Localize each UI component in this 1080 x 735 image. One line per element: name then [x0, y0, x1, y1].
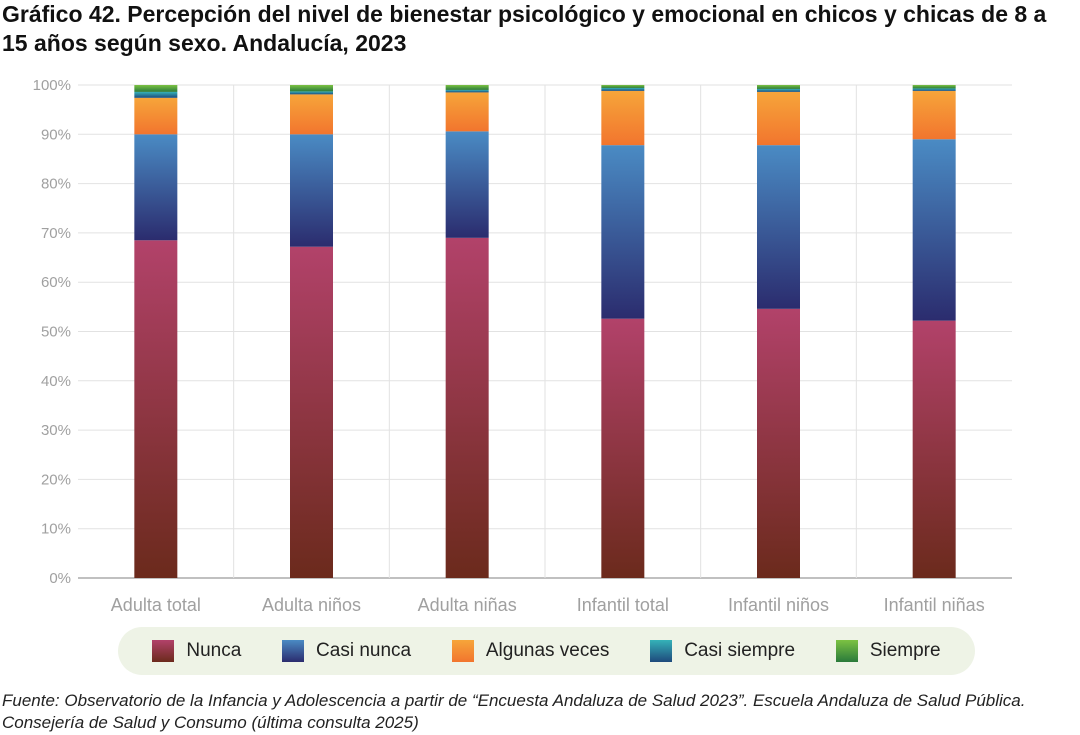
y-tick-label: 50%	[41, 324, 71, 341]
bar-segment-nunca	[601, 318, 645, 578]
bar-segment-nunca	[445, 237, 489, 578]
x-category-label: Adulta niñas	[418, 595, 517, 615]
bar-segment-casi-nunca	[445, 131, 489, 238]
legend-label: Siempre	[869, 640, 941, 661]
y-tick-label: 100%	[33, 77, 71, 94]
stacked-bar-chart: 0% 10% 20% 30% 40% 50% 60% 70% 80% 90% 100% Adulta…	[33, 77, 1012, 615]
y-tick-label: 30%	[41, 422, 71, 439]
y-tick-label: 60%	[41, 274, 71, 291]
bar-segment-siempre	[601, 85, 645, 88]
source-note: Fuente: Observatorio de la Infancia y Ad…	[2, 691, 1026, 732]
legend-label: Nunca	[186, 640, 242, 661]
x-category-label: Adulta total	[111, 595, 201, 615]
bar-segment-algunas-veces	[912, 90, 956, 140]
x-category-label: Infantil niñas	[884, 595, 985, 615]
x-category-label: Adulta niños	[262, 595, 361, 615]
legend-item: Algunas veces	[451, 640, 610, 662]
bar-segment-nunca	[912, 320, 956, 578]
x-category-label: Infantil niños	[728, 595, 829, 615]
bar-segment-algunas-veces	[757, 91, 800, 146]
y-tick-label: 80%	[41, 176, 71, 193]
legend-swatch	[650, 640, 673, 662]
bar-segment-casi-nunca	[134, 134, 178, 241]
y-tick-label: 0%	[49, 570, 71, 587]
bar-segment-siempre	[134, 85, 178, 92]
bar-segment-algunas-veces	[601, 90, 645, 146]
legend-item: Nunca	[152, 640, 241, 662]
bar-segment-casi-siempre	[134, 91, 178, 98]
chart-title: Gráfico 42. Percepción del nivel de bien…	[2, 1, 1047, 56]
bar-segment-casi-nunca	[757, 145, 800, 309]
bar-segment-casi-siempre	[290, 91, 333, 95]
bar-segment-algunas-veces	[134, 97, 178, 135]
y-tick-label: 10%	[41, 521, 71, 538]
bar-segment-casi-nunca	[290, 134, 333, 247]
bar-segment-algunas-veces	[445, 92, 489, 132]
x-category-label: Infantil total	[577, 595, 669, 615]
bar-segment-casi-nunca	[912, 139, 956, 321]
y-tick-label: 90%	[41, 126, 71, 143]
legend-swatch	[835, 640, 858, 662]
legend-item: Casi nunca	[282, 640, 411, 662]
bar-segment-casi-siempre	[912, 88, 956, 91]
bar-segment-casi-siempre	[757, 88, 800, 92]
bar-segment-casi-siempre	[445, 89, 489, 93]
y-tick-label: 40%	[41, 373, 71, 390]
bar-segment-nunca	[290, 246, 333, 579]
bar-segment-nunca	[757, 308, 800, 578]
legend-swatch	[282, 640, 305, 662]
y-tick-label: 20%	[41, 471, 71, 488]
bar-segment-siempre	[290, 85, 333, 92]
bar-segment-siempre	[912, 85, 956, 89]
legend-label: Casi nunca	[316, 640, 412, 661]
bars	[134, 85, 956, 579]
y-axis-ticks: 0% 10% 20% 30% 40% 50% 60% 70% 80% 90% 100%	[33, 77, 71, 587]
bar-segment-siempre	[445, 85, 489, 90]
legend-swatch	[451, 640, 474, 662]
bar-segment-casi-siempre	[601, 87, 645, 91]
gridlines	[78, 84, 1012, 579]
legend-item: Casi siempre	[650, 640, 795, 662]
legend-label: Algunas veces	[485, 640, 610, 661]
legend: Nunca Casi nunca Algunas veces Casi siempre…	[118, 627, 975, 675]
legend-swatch	[152, 640, 175, 662]
bar-segment-casi-nunca	[601, 145, 645, 319]
bar-segment-algunas-veces	[290, 94, 333, 135]
bar-segment-nunca	[134, 240, 178, 579]
legend-label: Casi siempre	[684, 640, 796, 661]
legend-item: Siempre	[835, 640, 941, 662]
x-axis-labels: Adulta total Adulta niños Adulta niñas Infa…	[111, 595, 985, 615]
bar-segment-siempre	[757, 85, 800, 89]
y-tick-label: 70%	[41, 225, 71, 242]
